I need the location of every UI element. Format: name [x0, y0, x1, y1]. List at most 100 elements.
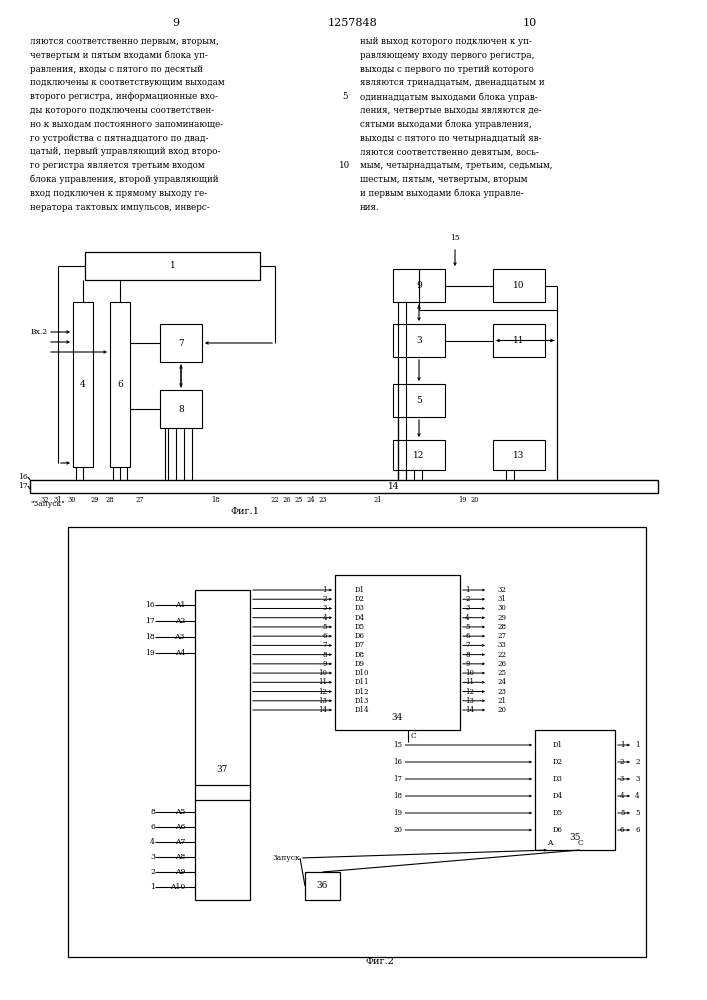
Text: 5: 5	[635, 809, 640, 817]
Text: 12: 12	[318, 688, 327, 696]
Bar	[335, 575, 460, 730]
Text: 37: 37	[217, 766, 228, 774]
Text: блока управления, второй управляющий: блока управления, второй управляющий	[30, 175, 218, 184]
Text: 21: 21	[498, 697, 507, 705]
Text: одиннадцатым выходами блока управ-: одиннадцатым выходами блока управ-	[360, 92, 538, 102]
Bar	[195, 800, 250, 900]
Text: D14: D14	[355, 706, 370, 714]
Text: 7: 7	[178, 338, 184, 348]
Text: 9: 9	[322, 660, 327, 668]
Text: 10: 10	[318, 669, 327, 677]
Text: 25: 25	[498, 669, 507, 677]
Text: D1: D1	[553, 741, 563, 749]
Text: 20: 20	[471, 496, 479, 504]
Text: но к выходам постоянного запоминающе-: но к выходам постоянного запоминающе-	[30, 120, 223, 129]
Text: 8: 8	[150, 808, 155, 816]
Text: D8: D8	[355, 651, 365, 659]
Text: D3: D3	[355, 604, 365, 612]
Text: 16: 16	[18, 473, 28, 481]
Text: ния.: ния.	[360, 203, 380, 212]
Text: 28: 28	[498, 623, 507, 631]
Text: 24: 24	[498, 678, 507, 686]
Text: 8: 8	[178, 404, 184, 414]
Text: A8: A8	[175, 853, 185, 861]
Text: 6: 6	[117, 380, 123, 389]
Text: 4: 4	[150, 838, 155, 846]
Text: равляющему входу первого регистра,: равляющему входу первого регистра,	[360, 51, 534, 60]
Text: 1: 1	[150, 883, 155, 891]
Text: подключены к соответствующим выходам: подключены к соответствующим выходам	[30, 78, 225, 87]
Text: A3: A3	[175, 633, 185, 641]
Text: 5: 5	[322, 623, 327, 631]
Text: D10: D10	[355, 669, 370, 677]
Text: A1: A1	[175, 601, 185, 609]
Text: 31: 31	[498, 595, 507, 603]
Text: A10: A10	[170, 883, 185, 891]
Text: 12: 12	[414, 450, 425, 460]
Text: 15: 15	[394, 741, 402, 749]
Text: C: C	[577, 839, 583, 847]
Text: D4: D4	[553, 792, 563, 800]
Text: 18: 18	[394, 792, 402, 800]
Text: 24: 24	[307, 496, 315, 504]
Text: 36: 36	[317, 882, 328, 890]
Bar	[393, 384, 445, 417]
Text: D4: D4	[355, 614, 365, 622]
Text: 6: 6	[635, 826, 640, 834]
Text: 31: 31	[54, 496, 62, 504]
Text: 19: 19	[457, 496, 466, 504]
Text: A5: A5	[175, 808, 185, 816]
Bar	[393, 324, 445, 357]
Text: 10: 10	[523, 18, 537, 28]
Text: вход подключен к прямому выходу ге-: вход подключен к прямому выходу ге-	[30, 189, 207, 198]
Text: 32: 32	[41, 496, 49, 504]
Text: четвертым и пятым входами блока уп-: четвертым и пятым входами блока уп-	[30, 51, 208, 60]
Text: 10: 10	[339, 161, 351, 170]
Text: D9: D9	[355, 660, 365, 668]
Text: 20: 20	[498, 706, 507, 714]
Text: 20: 20	[394, 826, 402, 834]
Text: 27: 27	[498, 632, 507, 640]
Text: нератора тактовых импульсов, инверс-: нератора тактовых импульсов, инверс-	[30, 203, 210, 212]
Text: 12: 12	[465, 688, 474, 696]
Text: ный выход которого подключен к уп-: ный выход которого подключен к уп-	[360, 37, 532, 46]
Text: D2: D2	[355, 595, 365, 603]
Text: 6: 6	[150, 823, 155, 831]
Text: 21: 21	[374, 496, 382, 504]
Text: 22: 22	[498, 651, 507, 659]
Text: мым, четырнадцатым, третьим, седьмым,: мым, четырнадцатым, третьим, седьмым,	[360, 161, 553, 170]
Bar	[195, 590, 250, 785]
Text: 2: 2	[465, 595, 469, 603]
Text: 17: 17	[145, 617, 155, 625]
Text: "Запуск": "Запуск"	[30, 500, 65, 508]
Text: 7: 7	[465, 641, 469, 649]
Text: 6: 6	[465, 632, 469, 640]
Text: второго регистра, информационные вхо-: второго регистра, информационные вхо-	[30, 92, 218, 101]
Bar	[393, 440, 445, 470]
Text: 4: 4	[620, 792, 624, 800]
Text: 16: 16	[145, 601, 155, 609]
Bar	[68, 527, 646, 957]
Text: 9: 9	[416, 281, 422, 290]
Text: 11: 11	[318, 678, 327, 686]
Text: 16: 16	[394, 758, 402, 766]
Text: цатый, первый управляющий вход второ-: цатый, первый управляющий вход второ-	[30, 147, 221, 156]
Text: 32: 32	[498, 586, 507, 594]
Text: 3: 3	[322, 604, 327, 612]
Text: 9: 9	[465, 660, 469, 668]
Text: 13: 13	[318, 697, 327, 705]
Text: 5: 5	[465, 623, 469, 631]
Text: 1: 1	[635, 741, 640, 749]
Text: 15: 15	[450, 234, 460, 242]
Text: ды которого подключены соответствен-: ды которого подключены соответствен-	[30, 106, 214, 115]
Text: 11: 11	[465, 678, 474, 686]
Text: D7: D7	[355, 641, 365, 649]
Text: D6: D6	[355, 632, 365, 640]
Text: 33: 33	[498, 641, 507, 649]
Text: Запуск: Запуск	[272, 854, 300, 862]
Text: 10: 10	[465, 669, 474, 677]
Text: 8: 8	[465, 651, 469, 659]
Bar	[85, 252, 260, 280]
Text: A7: A7	[175, 838, 185, 846]
Text: D13: D13	[355, 697, 369, 705]
